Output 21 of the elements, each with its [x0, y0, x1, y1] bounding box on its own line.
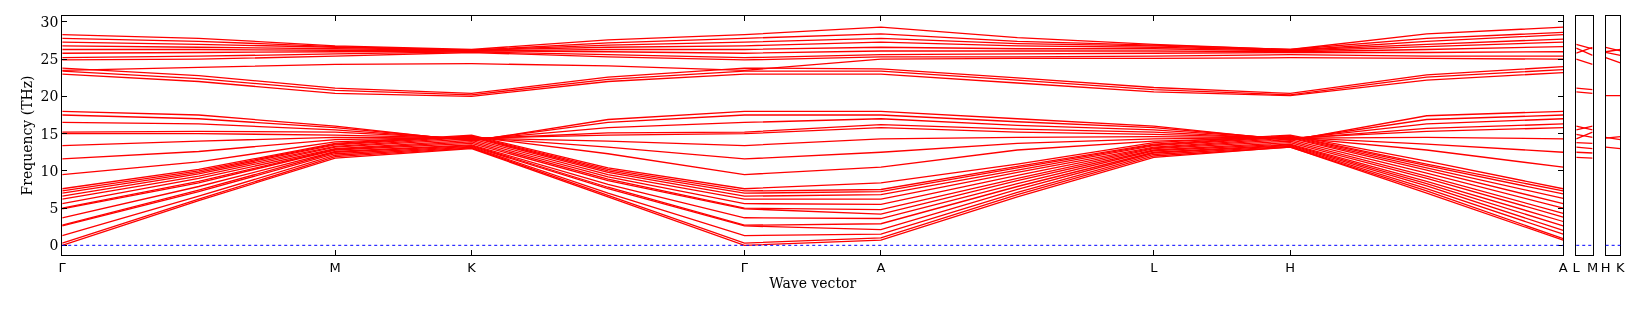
x-tick-label: M — [329, 259, 341, 275]
x-axis-title: Wave vector — [769, 275, 857, 291]
x-tick-label: M — [1586, 259, 1599, 275]
x-tick-label: A — [876, 259, 886, 275]
x-tick-label: L — [1572, 259, 1581, 275]
y-tick-label: 25 — [40, 51, 59, 68]
x-tick-label: L — [1150, 259, 1159, 275]
y-tick-label: 10 — [40, 162, 59, 179]
x-tick-label: H — [1285, 259, 1296, 275]
y-tick-label: 30 — [40, 13, 59, 30]
x-tick-label: K — [1616, 259, 1626, 275]
y-axis-title: Frequency (THz) — [19, 75, 36, 196]
x-tick-label: H — [1600, 259, 1611, 275]
y-tick-label: 5 — [49, 199, 59, 216]
x-tick-label: K — [467, 259, 477, 275]
y-tick-label: 20 — [40, 88, 59, 105]
x-tick-label: Γ — [58, 259, 67, 275]
y-tick-label: 0 — [49, 237, 59, 254]
y-tick-label: 15 — [40, 125, 59, 142]
x-tick-label: Γ — [740, 259, 749, 275]
x-tick-label: A — [1558, 259, 1568, 275]
